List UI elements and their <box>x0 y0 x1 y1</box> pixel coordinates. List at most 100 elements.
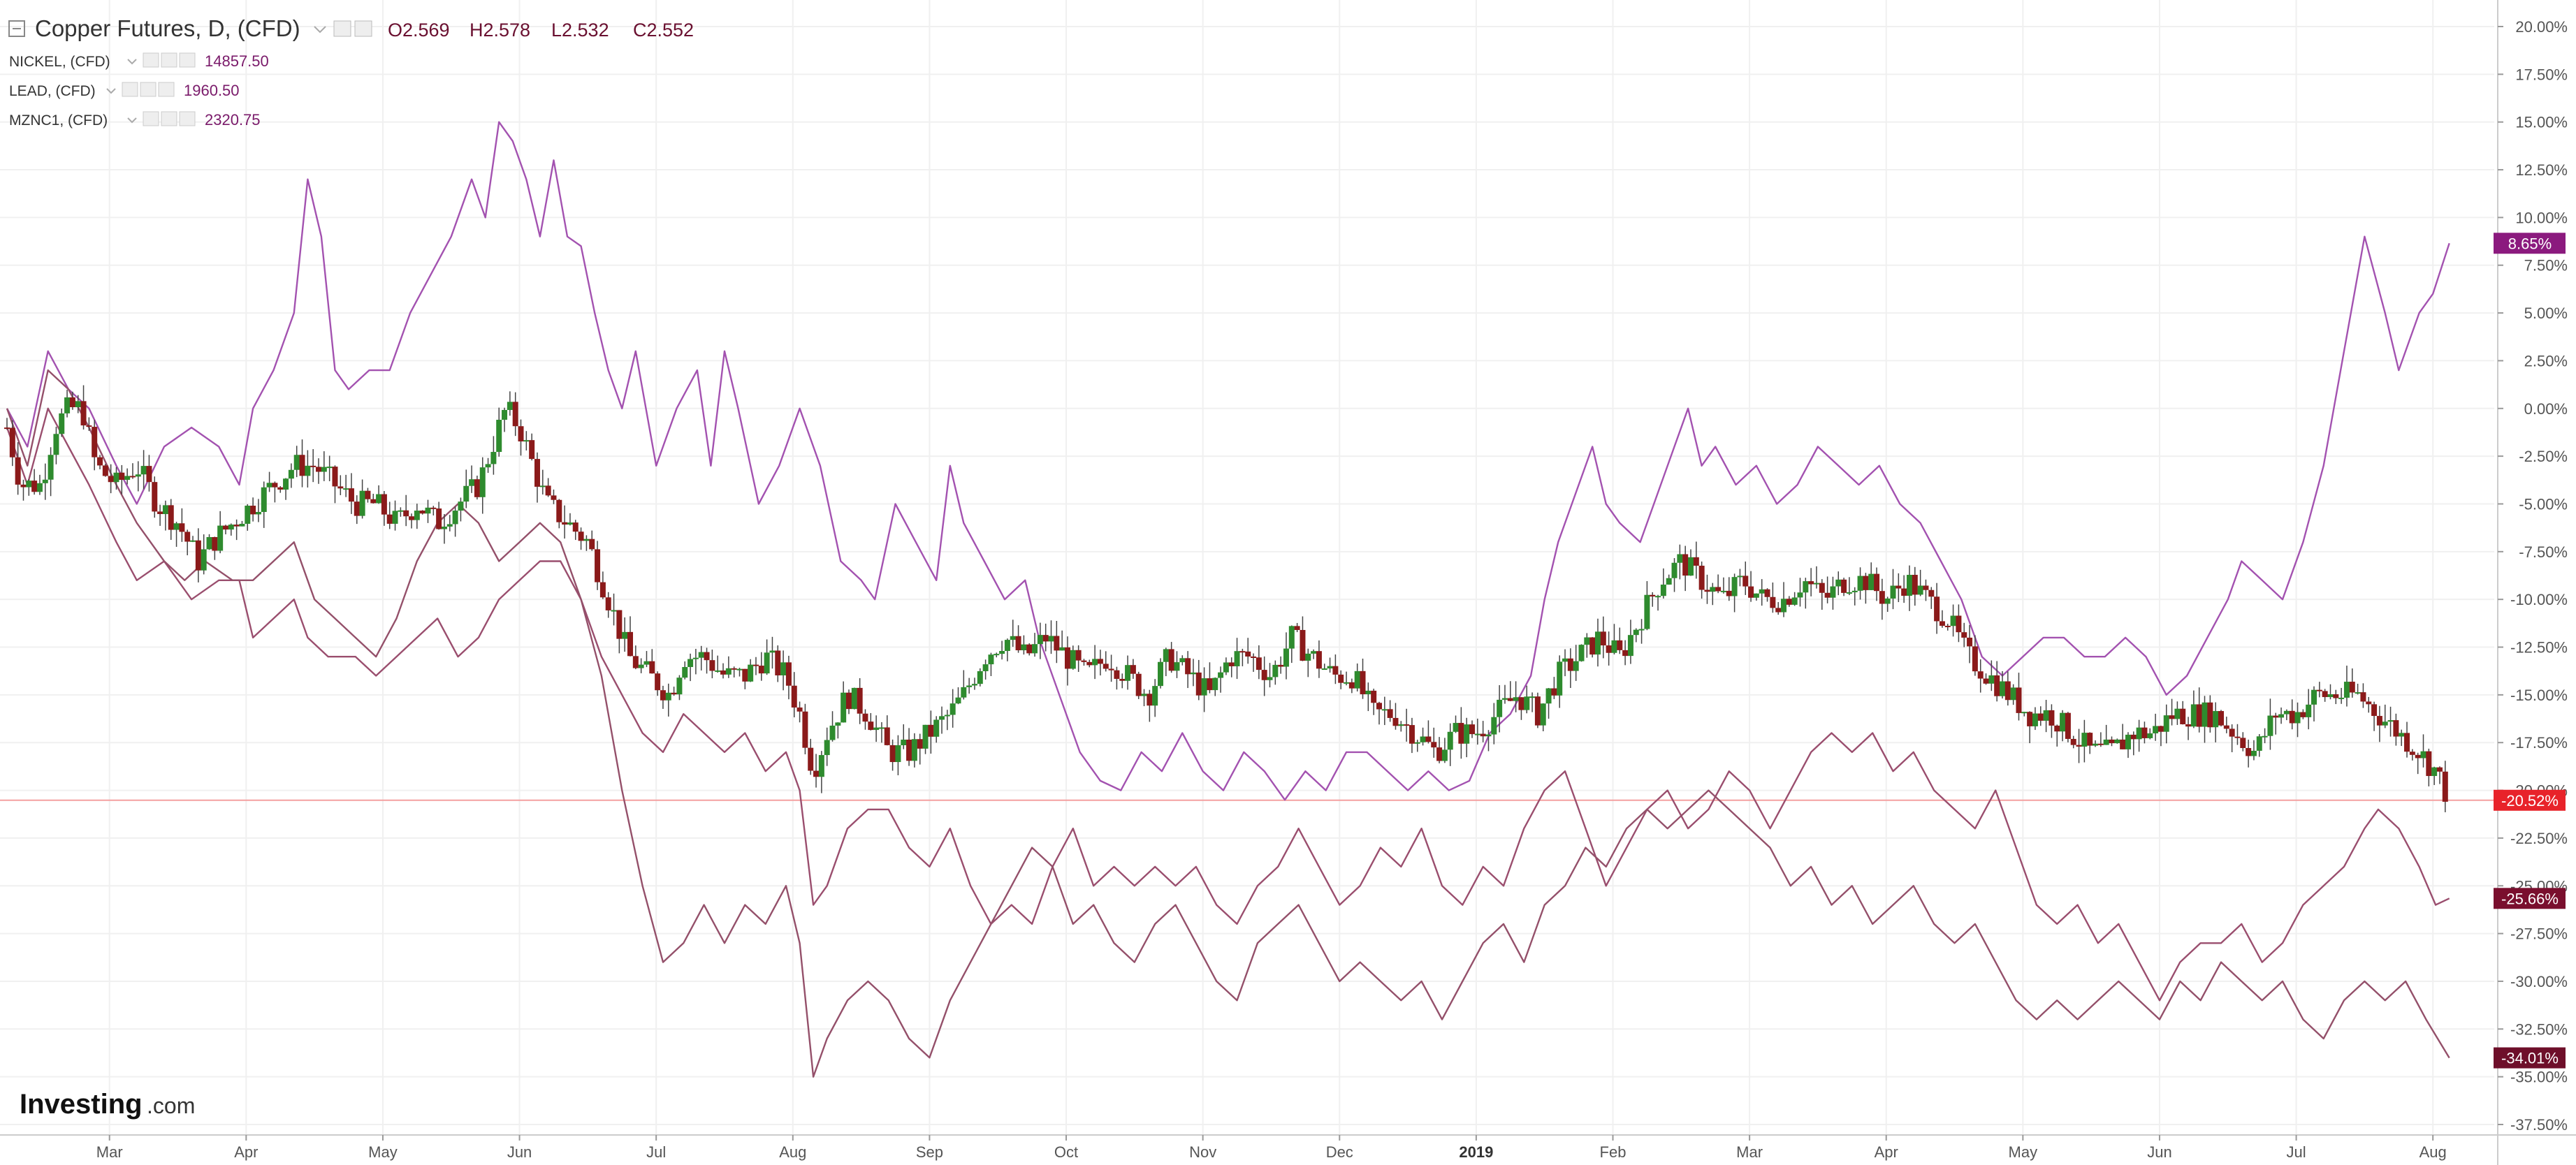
candle <box>359 479 365 519</box>
eye-icon[interactable] <box>122 82 138 97</box>
candle <box>1501 684 1508 704</box>
candle <box>1660 568 1666 599</box>
candle <box>2267 698 2273 750</box>
candle <box>2097 732 2104 747</box>
candle <box>343 474 349 497</box>
candle <box>2409 749 2415 761</box>
candle <box>917 733 923 765</box>
candle <box>162 500 168 531</box>
candle <box>184 529 191 556</box>
candle <box>857 677 863 724</box>
candle <box>1348 678 1355 694</box>
candle <box>1710 582 1716 606</box>
candle <box>1693 541 1699 579</box>
close-icon[interactable] <box>158 82 175 97</box>
candle <box>146 455 152 492</box>
candle <box>999 640 1005 660</box>
close-icon[interactable] <box>179 52 196 68</box>
chevron-down-icon[interactable] <box>127 117 137 124</box>
candle <box>2207 695 2213 733</box>
lead-last-value-badge: -25.66% <box>2494 888 2566 909</box>
badge-text: -20.52% <box>2501 792 2559 809</box>
candle <box>2343 666 2350 707</box>
candle <box>1507 681 1513 702</box>
candle <box>1977 659 1984 693</box>
y-tick-label: -2.50% <box>2519 448 2568 465</box>
candle <box>627 616 634 657</box>
candle <box>1698 561 1705 599</box>
candle <box>2360 683 2366 708</box>
eye-icon[interactable] <box>333 20 351 37</box>
candle <box>1414 740 1420 752</box>
chevron-down-icon[interactable] <box>127 59 137 65</box>
candle <box>534 452 540 503</box>
copper-last-value-badge: -20.52% <box>2494 789 2566 811</box>
candle <box>1687 549 1694 576</box>
eye-icon[interactable] <box>143 52 159 68</box>
candle <box>250 497 256 522</box>
candle <box>556 499 562 529</box>
candle <box>2180 701 2186 725</box>
collapse-legend-button[interactable] <box>8 20 25 37</box>
candle <box>1813 566 1819 589</box>
candle <box>1283 632 1289 680</box>
gear-icon[interactable] <box>140 82 157 97</box>
candle <box>2010 684 2016 705</box>
candle <box>518 419 524 456</box>
gear-icon[interactable] <box>161 52 177 68</box>
candle <box>1627 620 1633 664</box>
ohlc-h: H2.578 <box>470 20 530 41</box>
candle <box>1125 655 1131 690</box>
candle <box>1983 673 1989 685</box>
candle <box>2366 696 2372 713</box>
candle <box>228 523 234 536</box>
x-tick-label: 2019 <box>1459 1143 1493 1161</box>
y-tick-label: -37.50% <box>2510 1116 2568 1134</box>
candle <box>321 451 327 481</box>
candle <box>1606 631 1612 666</box>
candle <box>1431 727 1437 758</box>
x-tick-label: Jul <box>646 1143 666 1161</box>
candle <box>2153 713 2159 741</box>
candle <box>1748 571 1754 602</box>
candle <box>1912 566 1918 606</box>
gear-icon[interactable] <box>161 111 177 126</box>
candle <box>1557 655 1563 708</box>
candle <box>2250 740 2257 761</box>
candle <box>2076 728 2082 763</box>
eye-icon[interactable] <box>143 111 159 126</box>
candle <box>173 522 180 547</box>
candle <box>20 479 27 501</box>
lead-series-line <box>6 407 2450 1002</box>
candle <box>1906 565 1912 611</box>
candle <box>2136 719 2142 752</box>
chevron-down-icon[interactable] <box>106 88 116 94</box>
candle <box>1551 677 1557 699</box>
candle <box>222 525 228 535</box>
candle <box>632 645 639 670</box>
candle <box>2054 724 2060 747</box>
candle <box>649 649 655 674</box>
candle <box>1584 633 1590 658</box>
candle <box>36 474 43 495</box>
candle <box>53 426 59 464</box>
candle <box>1278 656 1284 674</box>
candle <box>1267 663 1273 688</box>
candle <box>1868 562 1875 590</box>
candle <box>1567 648 1573 689</box>
candle <box>2004 671 2011 706</box>
close-icon[interactable] <box>179 111 196 126</box>
gear-icon[interactable] <box>354 20 372 37</box>
candle <box>2355 683 2361 695</box>
candle <box>2273 712 2279 735</box>
candle <box>1638 619 1645 644</box>
x-tick-label: Oct <box>1054 1143 1078 1161</box>
chevron-down-icon[interactable] <box>314 26 326 34</box>
candle <box>97 455 103 469</box>
candle <box>1300 616 1306 661</box>
candle <box>463 469 470 508</box>
candle <box>2399 729 2405 747</box>
x-tick-label: Jun <box>2147 1143 2171 1161</box>
x-tick-label: Sep <box>916 1143 943 1161</box>
candle <box>1218 666 1224 693</box>
